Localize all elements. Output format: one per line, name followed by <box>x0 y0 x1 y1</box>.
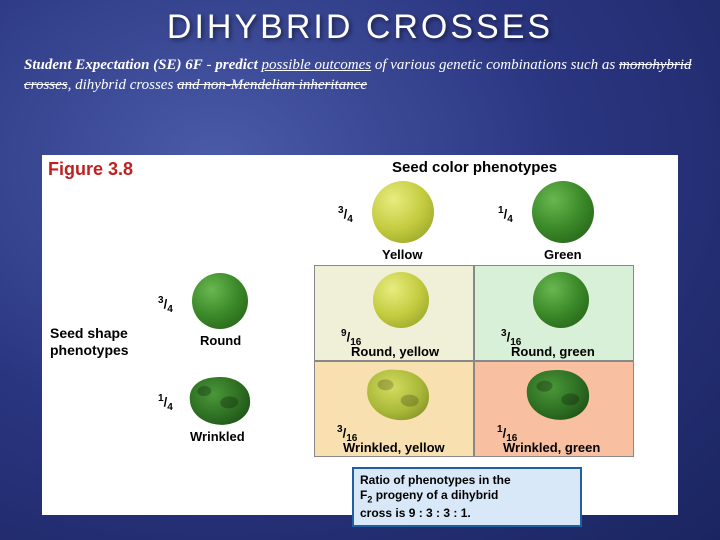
row-frac-round: 3/4 <box>158 295 173 315</box>
cell-round-yellow: 9/16 Round, yellow <box>314 265 474 361</box>
student-expectation: Student Expectation (SE) 6F - predict po… <box>0 47 720 96</box>
seed-wrinkled-green <box>526 368 591 421</box>
col-label-green: Green <box>544 247 582 262</box>
wrinkled-row-seed <box>188 375 251 427</box>
se-mid2: , dihybrid crosses <box>68 77 177 93</box>
label-wy: Wrinkled, yellow <box>343 440 445 455</box>
se-outcomes: possible outcomes <box>262 57 372 73</box>
label-rg: Round, green <box>511 344 595 359</box>
col-frac-green: 1/4 <box>498 205 513 225</box>
label-ry: Round, yellow <box>351 344 439 359</box>
se-nonmend: and non-Mendelian inheritance <box>177 77 367 93</box>
se-prefix: Student Expectation (SE) 6F <box>24 57 203 73</box>
header-seed-color: Seed color phenotypes <box>392 159 557 176</box>
se-predict: predict <box>215 57 258 73</box>
row-frac-wrinkled: 1/4 <box>158 393 173 413</box>
cell-round-green: 3/16 Round, green <box>474 265 634 361</box>
col-frac-yellow: 3/4 <box>338 205 353 225</box>
round-row-seed <box>192 273 248 329</box>
col-label-yellow: Yellow <box>382 247 422 262</box>
seed-round-green <box>533 272 589 328</box>
figure-panel: Figure 3.8 Seed color phenotypes Seed sh… <box>42 155 678 515</box>
label-wg: Wrinkled, green <box>503 440 600 455</box>
cell-wrinkled-yellow: 3/16 Wrinkled, yellow <box>314 361 474 457</box>
green-header-seed <box>532 181 594 243</box>
seed-wrinkled-yellow <box>366 368 431 421</box>
se-mid1: of various genetic combinations such as <box>371 57 619 73</box>
se-dash: - <box>203 57 216 73</box>
row-label-round: Round <box>200 333 241 348</box>
ratio-caption: Ratio of phenotypes in theF2 progeny of … <box>352 467 582 527</box>
yellow-header-seed <box>372 181 434 243</box>
seed-round-yellow <box>373 272 429 328</box>
row-label-wrinkled: Wrinkled <box>190 429 245 444</box>
slide-title: DIHYBRID CROSSES <box>0 0 720 47</box>
cell-wrinkled-green: 1/16 Wrinkled, green <box>474 361 634 457</box>
figure-number: Figure 3.8 <box>48 159 133 180</box>
header-seed-shape: Seed shape phenotypes <box>50 325 129 359</box>
